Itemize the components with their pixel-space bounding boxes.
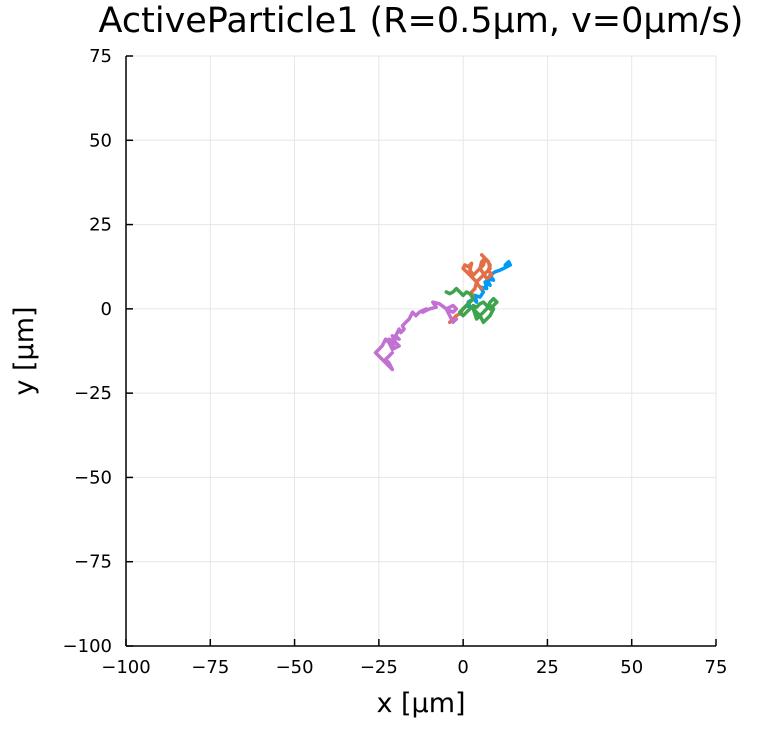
y-gridlines: [126, 55, 716, 647]
x-tick-label: −75: [191, 657, 229, 678]
y-tick-label: 25: [89, 215, 112, 236]
y-tick-label: −100: [63, 636, 112, 657]
y-tick-label: 50: [89, 130, 112, 151]
x-axis-ticks: −100 −75 −50 −25 0 25 50 75: [101, 639, 727, 678]
trajectory-line-3: [444, 286, 499, 325]
chart-title: ActiveParticle1 (R=0.5μm, v=0μm/s): [99, 1, 744, 41]
x-tick-label: 25: [536, 657, 559, 678]
x-tick-label: 75: [705, 657, 728, 678]
y-tick-label: 0: [101, 299, 112, 320]
x-tick-label: 50: [620, 657, 643, 678]
trajectory-line-4: [373, 300, 459, 372]
trajectories: [373, 253, 513, 372]
y-axis-label: y [μm]: [9, 306, 40, 395]
x-tick-label: −50: [276, 657, 314, 678]
x-gridlines: [125, 56, 717, 646]
y-tick-label: 75: [89, 46, 112, 67]
y-tick-label: −25: [74, 383, 112, 404]
x-tick-label: 0: [457, 657, 468, 678]
x-tick-label: −25: [360, 657, 398, 678]
y-tick-label: −75: [74, 552, 112, 573]
y-axis-ticks: −100 −75 −50 −25 0 25 50 75: [63, 46, 133, 657]
x-axis-label: x [μm]: [376, 688, 465, 719]
x-tick-label: −100: [101, 657, 150, 678]
y-tick-label: −50: [74, 467, 112, 488]
